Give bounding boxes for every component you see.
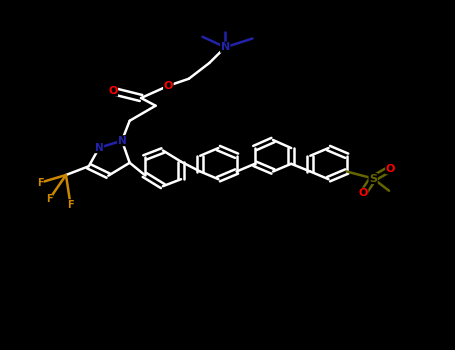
Text: F: F <box>46 195 52 204</box>
Text: F: F <box>37 178 43 188</box>
Text: S: S <box>369 174 377 183</box>
Text: O: O <box>164 81 173 91</box>
Text: O: O <box>386 164 395 174</box>
Text: F: F <box>67 200 74 210</box>
Text: O: O <box>359 188 368 198</box>
Text: N: N <box>117 136 126 146</box>
Text: N: N <box>95 143 104 153</box>
Text: O: O <box>108 86 117 96</box>
Text: N: N <box>221 42 230 52</box>
